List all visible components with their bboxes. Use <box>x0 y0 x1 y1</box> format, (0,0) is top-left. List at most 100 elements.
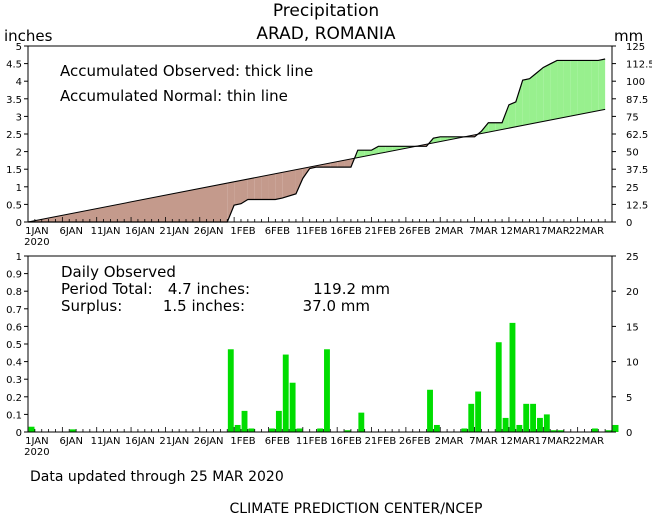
surplus-label: Surplus: <box>61 297 122 315</box>
chart-subtitle: ARAD, ROMANIA <box>256 24 396 44</box>
fill-segment-10 <box>295 168 303 194</box>
top-left-tick-label: 2.5 <box>6 130 22 141</box>
fill-segment-8 <box>275 172 283 200</box>
fill-segment-50 <box>570 60 578 117</box>
daily-bar <box>427 389 433 432</box>
fill-segment-19 <box>357 150 365 158</box>
daily-bar <box>296 428 303 432</box>
bottom-left-tick-label: 0.6 <box>6 322 22 333</box>
fill-segment-32 <box>447 136 454 141</box>
bottom-left-tick-label: 0.9 <box>6 270 22 281</box>
bottom-x-year-label: 2020 <box>24 447 49 458</box>
bottom-x-tick-label: 11JAN <box>91 436 121 447</box>
daily-bar <box>275 410 282 432</box>
top-x-tick-label: 26FEB <box>399 226 431 237</box>
bottom-left-tick-label: 0.4 <box>6 358 22 369</box>
fill-segment-43 <box>522 78 530 126</box>
bottom-right-tick-label: 20 <box>626 287 639 298</box>
daily-bar <box>344 430 351 432</box>
bottom-left-tick-label: 0.8 <box>6 287 22 298</box>
top-right-tick-label: 75 <box>626 112 639 123</box>
daily-bar <box>468 403 475 432</box>
top-x-tick-label: 16FEB <box>330 226 362 237</box>
fill-segment-16 <box>337 160 345 168</box>
daily-bar <box>523 403 530 432</box>
fill-segment-42 <box>515 80 523 127</box>
fill-segment-49 <box>563 60 571 118</box>
bottom-x-tick-label: 26FEB <box>399 436 431 447</box>
top-left-tick-label: 1 <box>16 183 22 194</box>
daily-bar <box>241 410 248 432</box>
accumulated-panel: 00.511.522.533.544.55012.52537.55062.575… <box>6 42 652 248</box>
top-x-tick-label: 2MAR <box>435 226 464 237</box>
observed-line <box>28 58 606 223</box>
daily-bar <box>433 424 440 432</box>
top-right-tick-label: 50 <box>626 148 639 159</box>
bottom-x-tick-label: 21JAN <box>159 436 189 447</box>
top-right-tick-label: 100 <box>626 77 645 88</box>
top-x-tick-label: 6FEB <box>265 226 290 237</box>
bottom-x-tick-label: 2MAR <box>435 436 464 447</box>
fill-segment-4 <box>247 177 255 200</box>
period-total-mm: 119.2 mm <box>313 280 390 298</box>
normal-line <box>27 108 606 223</box>
bottom-x-tick-label: 6FEB <box>265 436 290 447</box>
fill-segment-46 <box>543 63 551 122</box>
fill-segment-39 <box>495 122 503 131</box>
daily-bar <box>530 403 537 432</box>
daily-bar <box>537 417 543 432</box>
bottom-right-tick-label: 0 <box>626 428 632 439</box>
bottom-x-tick-label: 12MAR <box>500 436 535 447</box>
daily-bar <box>509 322 516 432</box>
top-x-tick-label: 7MAR <box>469 226 498 237</box>
daily-bar <box>591 428 598 432</box>
daily-bar <box>475 391 482 432</box>
fill-segment-17 <box>344 158 351 168</box>
bottom-left-tick-label: 0.2 <box>6 393 22 404</box>
top-left-tick-label: 2 <box>16 148 22 159</box>
daily-panel: 00.10.20.30.40.50.60.70.80.9105101520251… <box>6 252 639 458</box>
bottom-right-tick-label: 10 <box>626 358 639 369</box>
daily-bar <box>502 417 509 432</box>
daily-bar <box>461 428 468 432</box>
top-x-tick-label: 16JAN <box>125 226 155 237</box>
fill-segment-1 <box>227 181 235 222</box>
fill-segment-54 <box>598 59 606 111</box>
bottom-right-tick-label: 5 <box>626 393 632 404</box>
daily-bar <box>234 424 241 432</box>
daily-observed-title: Daily Observed <box>61 263 176 281</box>
top-left-tick-label: 0.5 <box>6 200 22 211</box>
daily-bar <box>28 426 35 432</box>
fill-segment-47 <box>550 60 558 121</box>
top-left-tick-label: 4 <box>16 77 22 88</box>
top-right-tick-label: 112.5 <box>626 60 652 71</box>
top-left-tick-label: 4.5 <box>6 60 22 71</box>
period-total-label: Period Total: <box>61 280 153 298</box>
bottom-x-tick-label: 16JAN <box>125 436 155 447</box>
bottom-right-tick-label: 15 <box>626 322 639 333</box>
daily-bar <box>317 428 324 432</box>
fill-segment-53 <box>591 60 599 113</box>
top-x-tick-label: 21FEB <box>365 226 397 237</box>
daily-bar <box>543 414 550 432</box>
daily-bar <box>516 424 523 432</box>
top-right-tick-label: 25 <box>626 183 639 194</box>
top-left-tick-label: 3 <box>16 112 22 123</box>
legend-observed: Accumulated Observed: thick line <box>60 62 313 80</box>
top-right-tick-label: 62.5 <box>626 130 648 141</box>
top-x-tick-label: 6JAN <box>59 226 82 237</box>
fill-segment-45 <box>536 67 544 123</box>
top-right-tick-label: 125 <box>626 42 645 53</box>
daily-bar <box>612 424 619 432</box>
surplus-inches: 1.5 inches: <box>163 297 245 315</box>
daily-bar <box>324 349 330 432</box>
fill-segment-21 <box>371 146 379 155</box>
top-left-tick-label: 0 <box>16 218 22 229</box>
daily-bar <box>289 382 296 432</box>
bottom-x-tick-label: 26JAN <box>194 436 224 447</box>
daily-bar <box>269 428 275 432</box>
bottom-x-tick-label: 11FEB <box>296 436 328 447</box>
fill-segment-38 <box>488 122 496 133</box>
top-x-tick-label: 11JAN <box>91 226 121 237</box>
bottom-left-tick-label: 0 <box>16 428 22 439</box>
